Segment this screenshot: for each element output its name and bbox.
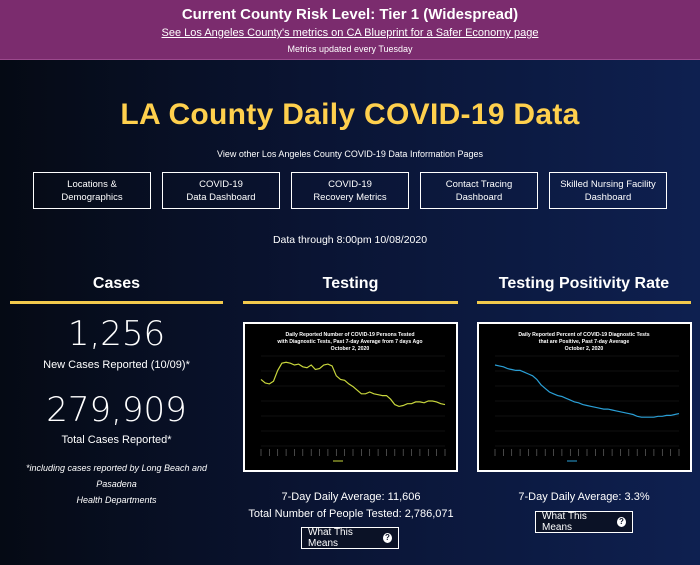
what-this-means-label: What This Means (308, 527, 353, 549)
nav-button-label-line1: Skilled Nursing Facility (560, 178, 656, 190)
nav-button-label-line2: Recovery Metrics (313, 191, 387, 203)
question-circle-icon: ? (616, 517, 626, 527)
nav-button-label-line1: COVID-19 (199, 178, 243, 190)
page-subtitle: View other Los Angeles County COVID-19 D… (217, 149, 483, 159)
cases-footnote: *including cases reported by Long Beach … (10, 460, 223, 508)
nav-button-label-line1: Contact Tracing (445, 178, 513, 190)
testing-chart: Daily Reported Number of COVID-19 Person… (243, 322, 458, 472)
risk-banner: Current County Risk Level: Tier 1 (Wides… (0, 0, 700, 60)
chart-title-line1: Daily Reported Percent of COVID-19 Diagn… (518, 332, 649, 338)
chart-title-line3: October 2, 2020 (331, 346, 370, 352)
chart-title-line1: Daily Reported Number of COVID-19 Person… (285, 332, 414, 338)
testing-series-line (260, 361, 446, 408)
nav-button-label-line2: Data Dashboard (186, 191, 256, 203)
chart-title-line2: with Diagnostic Tests, Past 7-day Averag… (276, 339, 422, 345)
main-content: LA County Daily COVID-19 Data View other… (0, 60, 700, 565)
testing-what-this-means-button[interactable]: What This Means ? (301, 527, 399, 549)
question-circle-icon: ? (382, 533, 392, 543)
what-this-means-label: What This Means (542, 511, 587, 533)
positivity-series-line (494, 364, 680, 418)
new-cases-number: 1,256 (67, 314, 166, 354)
data-through-date: Data through 8:00pm 10/08/2020 (272, 234, 428, 246)
total-cases-label: Total Cases Reported* (61, 434, 172, 446)
cases-heading: Cases (92, 275, 141, 292)
nav-button-data-dashboard[interactable]: COVID-19 Data Dashboard (162, 172, 280, 209)
testing-heading: Testing (322, 275, 379, 292)
positivity-chart: Daily Reported Percent of COVID-19 Diagn… (477, 322, 692, 472)
total-cases-number: 279,909 (46, 390, 187, 430)
testing-total: Total Number of People Tested: 2,786,071 (248, 508, 454, 520)
positivity-divider (477, 301, 691, 304)
nav-button-locations-demographics[interactable]: Locations & Demographics (33, 172, 151, 209)
blueprint-link[interactable]: See Los Angeles County's metrics on CA B… (161, 27, 539, 39)
page-title: LA County Daily COVID-19 Data (120, 98, 580, 131)
nav-button-label-line2: Dashboard (455, 191, 503, 203)
positivity-chart-svg: Daily Reported Percent of COVID-19 Diagn… (494, 332, 680, 462)
positivity-heading: Testing Positivity Rate (498, 275, 670, 292)
risk-level-text: Current County Risk Level: Tier 1 (Wides… (181, 6, 519, 23)
nav-button-label-line1: COVID-19 (328, 178, 372, 190)
nav-button-label-line2: Dashboard (584, 191, 632, 203)
testing-chart-svg: Daily Reported Number of COVID-19 Person… (260, 332, 446, 462)
footnote-line1: *including cases reported by Long Beach … (25, 463, 208, 489)
nav-button-recovery-metrics[interactable]: COVID-19 Recovery Metrics (291, 172, 409, 209)
chart-title-line3: October 2, 2020 (565, 346, 604, 352)
nav-button-contact-tracing[interactable]: Contact Tracing Dashboard (420, 172, 538, 209)
nav-button-label-line2: Demographics (61, 191, 123, 203)
metrics-updated-note: Metrics updated every Tuesday (287, 44, 413, 54)
testing-avg: 7-Day Daily Average: 11,606 (281, 491, 421, 503)
nav-button-skilled-nursing[interactable]: Skilled Nursing Facility Dashboard (549, 172, 667, 209)
positivity-avg: 7-Day Daily Average: 3.3% (518, 491, 650, 503)
positivity-what-this-means-button[interactable]: What This Means ? (535, 511, 633, 533)
cases-divider (10, 301, 223, 304)
new-cases-label: New Cases Reported (10/09)* (43, 359, 190, 371)
nav-button-label-line1: Locations & (67, 178, 117, 190)
testing-divider (243, 301, 458, 304)
footnote-line2: Health Departments (76, 495, 157, 505)
chart-title-line2: that are Positive, Past 7-day Average (539, 339, 630, 345)
